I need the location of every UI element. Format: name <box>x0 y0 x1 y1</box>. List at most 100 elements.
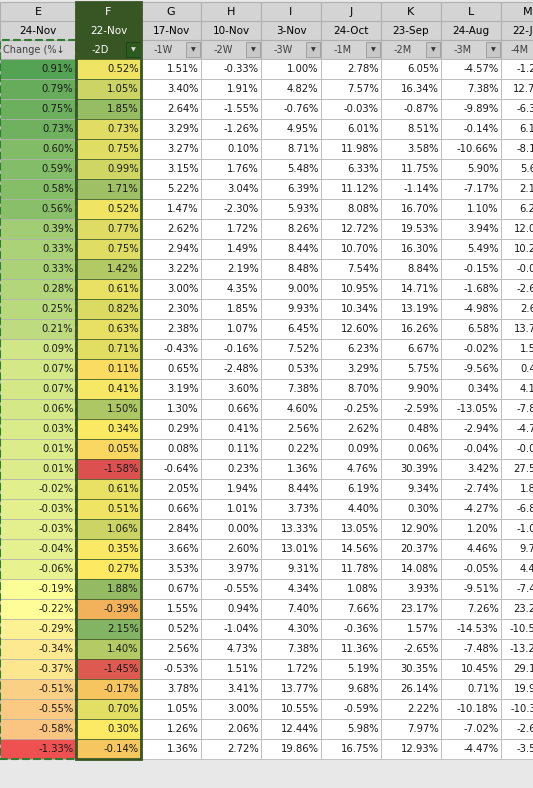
Bar <box>76 239 141 259</box>
Bar <box>261 279 321 299</box>
Text: -14.53%: -14.53% <box>457 624 498 634</box>
Bar <box>141 359 201 379</box>
Bar <box>381 399 441 419</box>
Text: 16.34%: 16.34% <box>401 84 439 94</box>
Bar <box>501 479 533 499</box>
Bar <box>0 419 76 439</box>
Text: 11.12%: 11.12% <box>341 184 378 194</box>
Text: 2.64%: 2.64% <box>167 104 198 114</box>
Bar <box>0 319 76 339</box>
Bar <box>261 259 321 279</box>
Text: E: E <box>35 6 42 17</box>
Text: 7.38%: 7.38% <box>287 644 319 654</box>
Text: 0.48%: 0.48% <box>407 424 439 434</box>
Text: 0.33%: 0.33% <box>42 264 74 274</box>
Text: 0.94%: 0.94% <box>227 604 259 614</box>
Bar <box>381 319 441 339</box>
Bar <box>501 359 533 379</box>
Text: ▼: ▼ <box>251 47 255 52</box>
Text: ▼: ▼ <box>131 47 135 52</box>
Text: 7.66%: 7.66% <box>347 604 378 614</box>
Bar <box>76 519 141 539</box>
Bar <box>441 319 501 339</box>
Text: 2.06%: 2.06% <box>227 724 259 734</box>
Text: 0.91%: 0.91% <box>42 64 74 74</box>
Bar <box>381 599 441 619</box>
Text: 0.09%: 0.09% <box>42 344 74 354</box>
Text: 4.60%: 4.60% <box>287 404 319 414</box>
Bar <box>441 699 501 719</box>
Bar <box>201 359 261 379</box>
Text: -7.48%: -7.48% <box>463 644 498 654</box>
Bar <box>441 479 501 499</box>
Text: 23.25%: 23.25% <box>513 604 533 614</box>
Text: 3.66%: 3.66% <box>167 544 198 554</box>
Bar <box>76 119 141 139</box>
Bar <box>381 139 441 159</box>
Bar <box>501 159 533 179</box>
Text: 4.82%: 4.82% <box>287 84 319 94</box>
Text: -0.03%: -0.03% <box>38 524 74 534</box>
Bar <box>76 739 141 759</box>
Text: 17-Nov: 17-Nov <box>152 25 190 35</box>
Bar <box>76 419 141 439</box>
Text: -2.65%: -2.65% <box>403 644 439 654</box>
Bar <box>441 199 501 219</box>
Bar <box>381 299 441 319</box>
Text: -10.34%: -10.34% <box>510 704 533 714</box>
Text: 13.01%: 13.01% <box>281 544 319 554</box>
Bar <box>441 619 501 639</box>
Bar <box>201 21 261 40</box>
Text: 0.73%: 0.73% <box>42 124 74 134</box>
Text: 3.60%: 3.60% <box>227 384 259 394</box>
Text: 4.35%: 4.35% <box>227 284 259 294</box>
Text: 12.90%: 12.90% <box>400 524 439 534</box>
Text: -0.03%: -0.03% <box>38 504 74 514</box>
Bar <box>76 539 141 559</box>
Bar <box>141 299 201 319</box>
Bar <box>141 719 201 739</box>
Bar <box>501 519 533 539</box>
Bar <box>381 339 441 359</box>
Bar <box>76 179 141 199</box>
Text: 3.19%: 3.19% <box>167 384 198 394</box>
Text: -13.20%: -13.20% <box>510 644 533 654</box>
Bar <box>441 2 501 21</box>
Text: 1.55%: 1.55% <box>167 604 198 614</box>
Text: -0.76%: -0.76% <box>283 104 319 114</box>
Text: -10.58%: -10.58% <box>510 624 533 634</box>
Text: 1.72%: 1.72% <box>287 664 319 674</box>
Text: 4.45%: 4.45% <box>520 564 533 574</box>
Text: -2.94%: -2.94% <box>463 424 498 434</box>
Text: -0.58%: -0.58% <box>38 724 74 734</box>
Text: 3.29%: 3.29% <box>347 364 378 374</box>
Bar <box>501 79 533 99</box>
Bar <box>201 59 261 79</box>
Bar <box>76 439 141 459</box>
Text: 1.49%: 1.49% <box>227 244 259 254</box>
Bar <box>381 439 441 459</box>
Bar <box>441 539 501 559</box>
Text: 20.37%: 20.37% <box>401 544 439 554</box>
Bar <box>0 99 76 119</box>
Bar <box>381 559 441 579</box>
Bar <box>0 679 76 699</box>
Bar <box>201 719 261 739</box>
Bar <box>321 21 381 40</box>
Text: 7.52%: 7.52% <box>287 344 319 354</box>
Bar <box>201 179 261 199</box>
Text: 0.99%: 0.99% <box>107 164 139 174</box>
Bar <box>76 639 141 659</box>
Bar <box>501 219 533 239</box>
Text: -1.33%: -1.33% <box>38 744 74 754</box>
Text: 6.39%: 6.39% <box>287 184 319 194</box>
Bar <box>141 99 201 119</box>
Bar <box>141 619 201 639</box>
Bar <box>76 319 141 339</box>
Bar <box>201 679 261 699</box>
Bar <box>501 179 533 199</box>
Bar <box>261 719 321 739</box>
Bar <box>441 719 501 739</box>
Text: -7.83%: -7.83% <box>516 404 533 414</box>
Bar <box>0 139 76 159</box>
